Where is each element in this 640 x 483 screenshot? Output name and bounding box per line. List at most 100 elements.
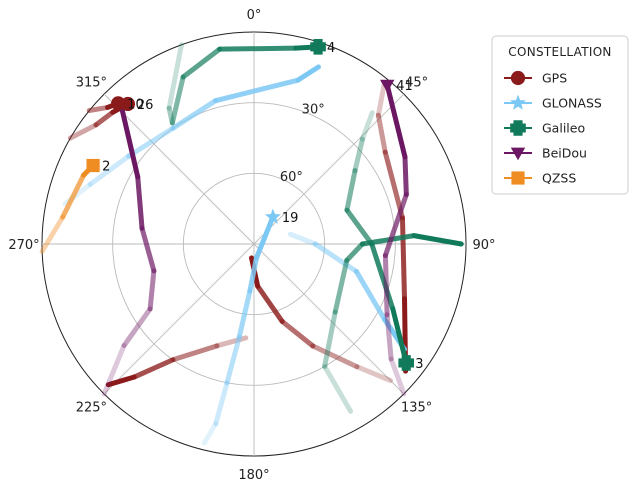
track-qzss-2: [39, 163, 96, 254]
legend-label-gps: GPS: [542, 71, 567, 86]
track-segment: [135, 174, 145, 231]
azimuth-spoke-315: [103, 93, 255, 245]
legend-marker-galileo: [510, 120, 526, 136]
track-segment: [359, 110, 375, 142]
track-gps-unlabeled-4: [249, 255, 394, 384]
track-segment: [312, 241, 359, 274]
track-segment: [224, 334, 242, 386]
track-segment: [201, 421, 219, 446]
track-segment: [352, 136, 365, 174]
satellite-label-19: 19: [282, 211, 299, 226]
marker-galileo-4: [310, 39, 326, 55]
satellite-label-4: 4: [327, 41, 335, 56]
track-segment: [287, 231, 318, 247]
track-segment: [60, 172, 87, 220]
azimuth-label-135: 135°: [401, 401, 432, 416]
track-segment: [344, 241, 365, 263]
satellite-tracks: [39, 42, 464, 446]
track-segment: [131, 357, 176, 380]
track-beidou-unlabeled-12: [101, 104, 157, 397]
satellite-label-2: 2: [102, 160, 110, 175]
track-segment: [332, 257, 350, 315]
track-segment: [86, 104, 111, 114]
legend: CONSTELLATION GPS GLONASS Galileo BeiDou QZSS: [491, 35, 629, 195]
track-segment: [118, 104, 141, 180]
track-segment: [344, 168, 358, 213]
legend-label-glonass: GLONASS: [542, 96, 602, 111]
track-segment: [236, 288, 253, 340]
track-segment: [384, 312, 394, 362]
track-segment: [105, 374, 137, 388]
track-segment: [369, 241, 396, 312]
track-segment: [169, 74, 186, 126]
satellite-markers: [86, 39, 415, 371]
track-segment: [390, 306, 409, 366]
track-segment: [310, 343, 360, 370]
legend-marker-qzss: [511, 171, 525, 185]
track-segment: [217, 45, 299, 52]
marker-qzss-2: [86, 158, 100, 173]
azimuth-label-270: 270°: [8, 238, 39, 253]
legend-label-qzss: QZSS: [542, 171, 576, 186]
track-segment: [255, 283, 285, 324]
azimuth-label-315: 315°: [76, 75, 107, 90]
azimuth-spoke-45: [253, 93, 405, 245]
track-segment: [384, 82, 408, 160]
track-segment: [279, 318, 316, 349]
track-segment: [93, 109, 116, 128]
track-segment: [147, 268, 157, 312]
track-segment: [213, 380, 230, 427]
track-glonass-19: [201, 214, 276, 446]
legend-marker-beidou: [510, 147, 526, 161]
azimuth-label-45: 45°: [405, 75, 428, 90]
track-galileo-4: [166, 42, 321, 126]
track-segment: [295, 64, 321, 83]
track-segment: [382, 252, 390, 318]
track-beidou-41: [382, 82, 409, 397]
track-segment: [121, 306, 153, 349]
track-segment: [382, 192, 409, 258]
legend-frame: [491, 35, 629, 195]
azimuth-spoke-225: [103, 243, 255, 395]
track-segment: [247, 255, 259, 294]
track-segment: [101, 343, 127, 397]
track-segment: [170, 98, 219, 131]
track-segment: [170, 343, 220, 363]
azimuth-label-225: 225°: [76, 401, 107, 416]
track-segment: [411, 233, 464, 247]
track-segment: [139, 225, 157, 274]
track-segment: [399, 215, 408, 302]
track-segment: [375, 112, 388, 155]
track-segment: [39, 214, 66, 254]
legend-marker-glonass: [510, 94, 526, 110]
track-segment: [67, 122, 99, 141]
track-segment: [322, 363, 354, 414]
satellite-label-3: 3: [415, 357, 423, 372]
track-galileo-3: [344, 110, 409, 366]
track-segment: [354, 364, 394, 384]
satellite-label-26: 26: [137, 98, 154, 113]
track-segment: [402, 154, 409, 198]
legend-title: CONSTELLATION: [508, 45, 611, 59]
track-segment: [126, 125, 176, 159]
azimuth-label-0: 0°: [247, 8, 262, 23]
track-segment: [214, 335, 249, 349]
track-segment: [353, 268, 388, 322]
track-segment: [322, 309, 338, 369]
azimuth-spoke-135: [253, 243, 405, 395]
marker-glonass-19: [264, 208, 281, 224]
legend-marker-gps: [510, 70, 526, 86]
marker-galileo-3: [398, 355, 415, 371]
track-segment: [388, 356, 407, 397]
track-segment: [166, 42, 184, 111]
satellite-label-41: 41: [396, 79, 413, 94]
elevation-label-30: 30°: [302, 103, 325, 118]
track-segment: [87, 153, 132, 187]
track-segment: [375, 80, 387, 118]
elevation-label-60: 60°: [280, 170, 303, 185]
track-segment: [180, 46, 223, 80]
marker-beidou-41: [380, 79, 395, 93]
azimuth-label-180: 180°: [238, 468, 269, 483]
